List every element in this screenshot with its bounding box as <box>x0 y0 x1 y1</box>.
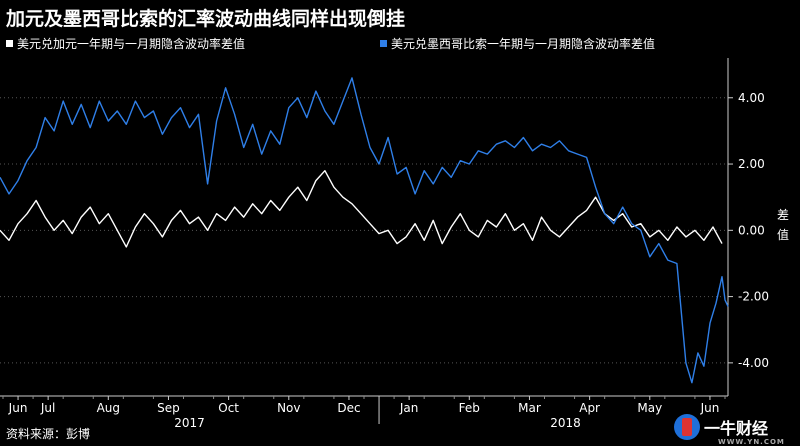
legend-usdcad: 美元兑加元一年期与一月期隐含波动率差值 <box>6 35 245 52</box>
x-tick-label: Sep <box>157 401 180 415</box>
x-tick-label: Jun <box>700 401 720 415</box>
y-tick-label: -4.00 <box>738 356 769 370</box>
y-tick-label: 4.00 <box>738 91 765 105</box>
series-line-usdcad <box>0 170 723 248</box>
year-label: 2017 <box>174 416 205 430</box>
x-tick-label: Mar <box>518 401 541 415</box>
x-tick-label: Feb <box>459 401 480 415</box>
chart-title: 加元及墨西哥比索的汇率波动曲线同样出现倒挂 <box>6 8 406 30</box>
logo-text: 一牛财经 <box>704 419 769 438</box>
y-tick-label: -2.00 <box>738 290 769 304</box>
x-tick-label: Dec <box>337 401 360 415</box>
source-note: 资料来源：彭博 <box>6 427 91 441</box>
logo-mark-icon <box>674 414 700 440</box>
series-line-usdmxn <box>0 77 729 384</box>
y-tick-label: 2.00 <box>738 157 765 171</box>
x-tick-label: Jul <box>40 401 55 415</box>
legend-label-usdmxn: 美元兑墨西哥比索一年期与一月期隐含波动率差值 <box>391 37 656 51</box>
x-tick-label: Jan <box>399 401 419 415</box>
logo-subtext: WWW.YN.COM <box>718 438 785 446</box>
y-axis-label: 差值 <box>776 208 789 242</box>
legend-label-usdcad: 美元兑加元一年期与一月期隐含波动率差值 <box>17 37 246 51</box>
legend-swatch-usdcad <box>6 40 13 47</box>
x-tick-label: Aug <box>97 401 120 415</box>
x-tick-label: Jun <box>8 401 28 415</box>
legend-swatch-usdmxn <box>380 40 387 47</box>
x-tick-label: Nov <box>277 401 300 415</box>
y-tick-label: 0.00 <box>738 223 765 237</box>
year-label: 2018 <box>550 416 581 430</box>
legend-usdmxn: 美元兑墨西哥比索一年期与一月期隐含波动率差值 <box>380 35 655 52</box>
x-tick-label: Oct <box>218 401 239 415</box>
x-tick-label: May <box>637 401 662 415</box>
x-tick-label: Apr <box>579 401 600 415</box>
brand-logo: 一牛财经 WWW.YN.COM <box>674 414 784 446</box>
